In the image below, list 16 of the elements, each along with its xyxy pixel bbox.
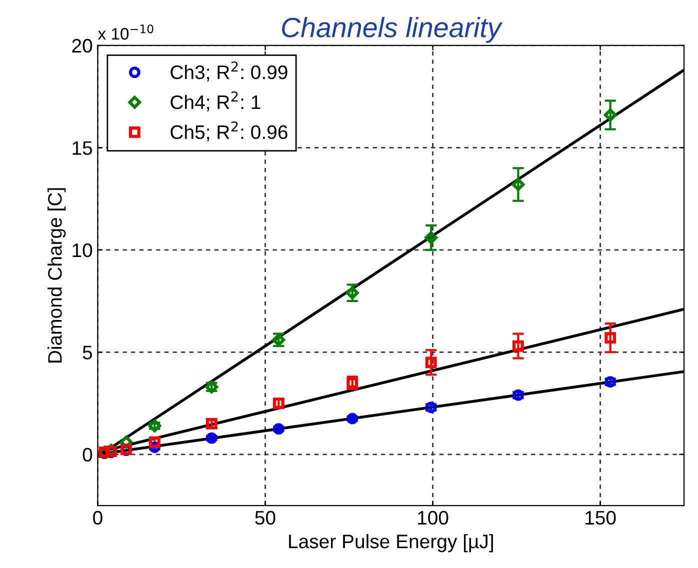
legend-label: Ch5; R$^{2}$: 0.96 <box>170 121 288 142</box>
y-tick-label: 20 <box>72 38 92 53</box>
y-tick-label: 10 <box>72 243 92 258</box>
x-tick-label: 50 <box>255 510 276 525</box>
x-axis-title: Laser Pulse Energy [µJ] <box>289 534 493 552</box>
y-tick-label: 15 <box>72 141 92 155</box>
x-tick-label: 0 <box>93 510 102 525</box>
y-axis-title: Diamond Charge [C] <box>48 188 66 362</box>
chart-title: Channels linearity <box>282 16 503 43</box>
x-tick-label: 100 <box>418 510 448 525</box>
legend-label: Ch3; R$^{2}$: 0.99 <box>170 61 288 82</box>
legend-label: Ch4; R$^{2}$: 1 <box>170 91 260 112</box>
y-tick-label: 0 <box>82 448 92 462</box>
x-tick-label: 150 <box>586 510 616 525</box>
y-tick-label: 5 <box>82 346 92 360</box>
text: x 10$^{−10}$ <box>98 24 154 40</box>
